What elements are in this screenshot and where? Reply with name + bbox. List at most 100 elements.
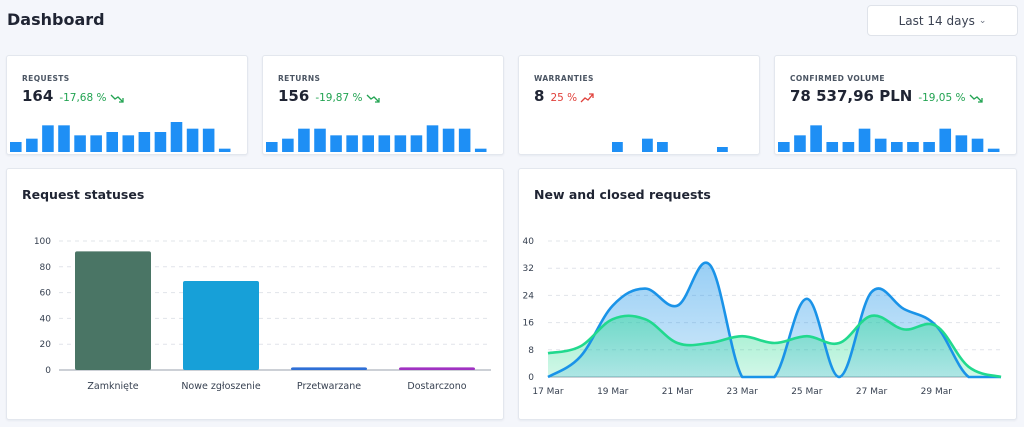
spark-bar	[810, 125, 822, 152]
y-tick-label: 60	[40, 289, 52, 299]
bar	[399, 367, 475, 370]
closed-requests-line	[547, 314, 1002, 379]
y-tick-label: 32	[523, 264, 534, 274]
kpi-value: 164	[22, 87, 54, 105]
spark-bar	[826, 142, 839, 152]
y-tick-label: 0	[45, 366, 51, 376]
spark-bar	[657, 142, 668, 152]
spark-bar	[122, 135, 135, 152]
date-range-dropdown[interactable]: Last 14 days ⌄	[867, 5, 1018, 36]
spark-bar	[778, 142, 790, 152]
spark-bar	[612, 142, 623, 152]
spark-bar	[186, 128, 199, 152]
x-tick-label: 19 Mar	[597, 387, 629, 397]
spark-bar	[202, 128, 215, 152]
date-range-label: Last 14 days	[898, 13, 975, 28]
x-tick-label: 21 Mar	[662, 387, 694, 397]
trend-up-icon	[581, 93, 595, 103]
x-tick-label: 23 Mar	[726, 387, 758, 397]
spark-bar	[955, 135, 968, 152]
spark-bar	[106, 132, 118, 152]
kpi-label: REQUESTS	[22, 74, 70, 83]
x-tick-label: 25 Mar	[791, 387, 823, 397]
kpi-change: 25 %	[550, 92, 595, 104]
y-tick-label: 16	[523, 319, 535, 329]
spark-bar	[410, 135, 423, 152]
kpi-label: WARRANTIES	[534, 74, 594, 83]
sparkline-chart	[778, 125, 1000, 152]
kpi-label: RETURNS	[278, 74, 321, 83]
spark-bar	[298, 128, 310, 152]
spark-bar	[74, 135, 86, 152]
spark-bar	[891, 142, 903, 152]
y-tick-label: 24	[523, 291, 535, 301]
kpi-value: 156	[278, 87, 310, 105]
y-tick-label: 20	[40, 340, 52, 350]
sparkline-chart	[10, 122, 231, 152]
spark-bar	[330, 135, 342, 152]
bar	[291, 367, 367, 370]
x-tick-label: 29 Mar	[921, 387, 953, 397]
spark-bar	[842, 142, 855, 152]
spark-bar	[10, 142, 22, 152]
spark-bar	[90, 135, 102, 152]
y-tick-label: 80	[40, 263, 52, 273]
closed-requests-area	[548, 315, 1001, 377]
request-statuses-chart: 0 20 40 60 80 100 Zamknięte Nowe zgłoszenie Prze…	[34, 237, 491, 392]
bar	[183, 280, 259, 370]
spark-bar	[874, 138, 887, 152]
spark-bar	[218, 148, 231, 152]
trend-down-icon	[969, 94, 983, 103]
spark-bar	[282, 138, 294, 152]
x-tick-label: Przetwarzane	[297, 381, 361, 392]
chevron-down-icon: ⌄	[978, 15, 987, 26]
panel-title: Request statuses	[22, 187, 145, 202]
x-tick-label: 27 Mar	[856, 387, 888, 397]
panel-title: New and closed requests	[534, 187, 711, 202]
spark-bar	[458, 128, 471, 152]
kpi-card-returns: RETURNS 156 -19,87 %	[262, 55, 504, 155]
kpi-card-confirmed-volume: CONFIRMED VOLUME 78 537,96 PLN -19,05 %	[774, 55, 1017, 155]
spark-bar	[971, 138, 984, 152]
spark-bar	[170, 122, 183, 152]
kpi-card-requests: REQUESTS 164 -17,68 %	[6, 55, 248, 155]
spark-bar	[378, 135, 391, 152]
kpi-label: CONFIRMED VOLUME	[790, 74, 885, 83]
spark-bar	[346, 135, 358, 152]
request-statuses-card: Request statuses 0 20 40 60 80 100 Zamknięte No…	[6, 168, 504, 420]
y-tick-label: 8	[528, 346, 534, 356]
sparkline-chart	[612, 138, 728, 152]
spark-bar	[858, 128, 871, 152]
spark-bar	[426, 125, 439, 152]
spark-bar	[442, 128, 455, 152]
x-tick-label: Dostarczono	[407, 381, 466, 392]
spark-bar	[314, 128, 326, 152]
kpi-change: -19,87 %	[315, 92, 380, 104]
y-tick-label: 40	[40, 314, 52, 324]
kpi-value: 78 537,96 PLN	[790, 87, 913, 105]
bar	[75, 251, 151, 370]
y-tick-label: 100	[34, 237, 51, 247]
spark-bar	[474, 148, 487, 152]
spark-bar	[26, 138, 38, 152]
y-tick-label: 0	[528, 373, 534, 383]
kpi-change: -17,68 %	[59, 92, 124, 104]
x-tick-label: 17 Mar	[532, 387, 564, 397]
x-tick-label: Zamknięte	[87, 381, 138, 392]
spark-bar	[362, 135, 374, 152]
spark-bar	[58, 125, 70, 152]
page-title: Dashboard	[7, 10, 105, 29]
spark-bar	[266, 142, 278, 152]
spark-bar	[642, 138, 653, 152]
spark-bar	[717, 147, 728, 152]
kpi-card-warranties: WARRANTIES 8 25 %	[518, 55, 760, 155]
x-tick-label: Nowe zgłoszenie	[181, 381, 261, 392]
trend-down-icon	[110, 94, 124, 103]
new-closed-requests-card: New and closed requests 0 8 16 24 32 40 17 Mar…	[518, 168, 1017, 420]
kpi-value: 8	[534, 87, 545, 105]
spark-bar	[907, 142, 919, 152]
y-tick-label: 40	[523, 237, 535, 247]
spark-bar	[923, 142, 935, 152]
spark-bar	[394, 135, 407, 152]
new-closed-requests-chart: 0 8 16 24 32 40 17 Mar 19 Mar 21 Mar 23 Mar 25 Mar…	[523, 237, 1002, 397]
